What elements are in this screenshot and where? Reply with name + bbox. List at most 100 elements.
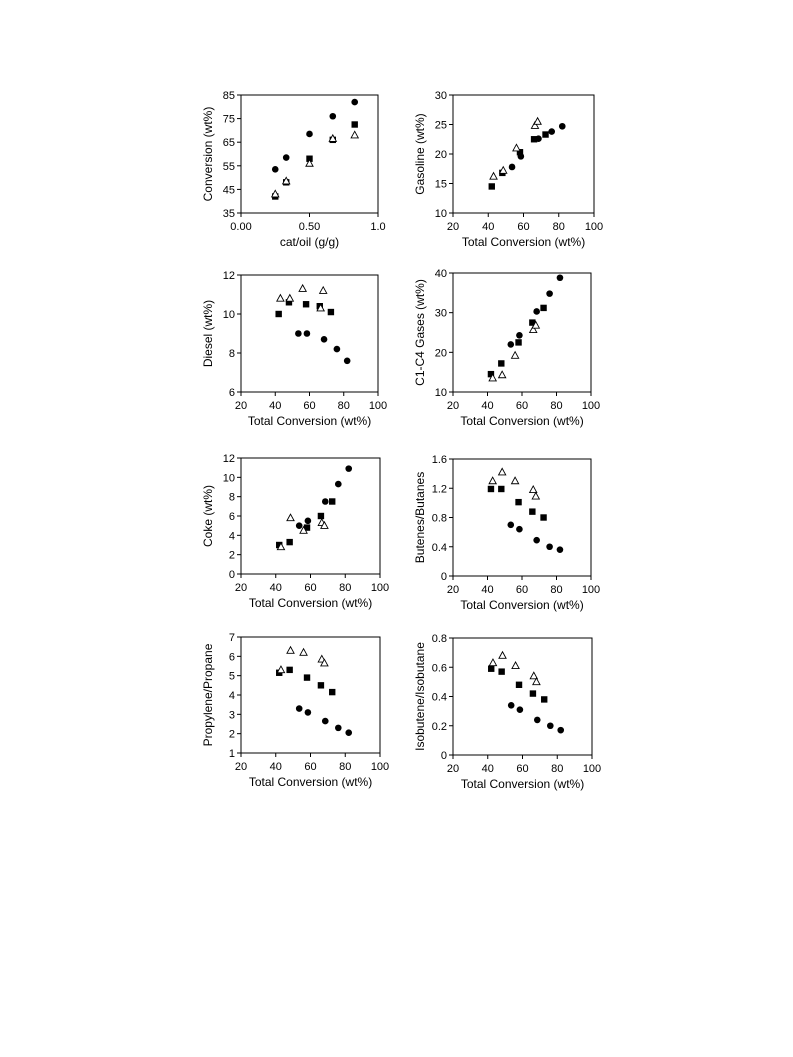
point-circle [516, 331, 523, 339]
y-tick-label: 10 [223, 472, 235, 484]
point-circle [333, 345, 341, 353]
y-tick-label: 1.6 [432, 454, 447, 466]
x-tick-label: 60 [304, 582, 316, 594]
point-square [540, 304, 547, 312]
x-tick-label: 20 [235, 582, 247, 594]
point-circle [351, 98, 359, 106]
point-square [516, 149, 524, 156]
point-circle [306, 130, 313, 138]
x-tick-label: 100 [371, 582, 389, 594]
panel-diesel: 6 8 10 12 20 40 60 80 100 Total Conversion (wt%) D… [201, 270, 387, 428]
point-triangle [299, 525, 308, 534]
y-tick-label: 6 [229, 651, 235, 663]
x-tick-label: 80 [553, 221, 565, 233]
point-triangle [299, 647, 308, 656]
point-triangle [286, 645, 295, 654]
y-axis-label: Diesel (wt%) [201, 300, 215, 367]
point-triangle [285, 293, 295, 302]
point-circle [508, 163, 516, 171]
point-triangle [533, 116, 542, 125]
point-square [286, 538, 293, 546]
point-square [498, 668, 505, 675]
point-square [285, 299, 293, 306]
point-square [515, 339, 522, 346]
x-tick-label: 60 [516, 763, 528, 775]
plot-frame [240, 636, 381, 754]
point-triangle [270, 189, 280, 198]
point-triangle [498, 165, 508, 174]
point-circle [345, 729, 353, 736]
panel-butenes-butanes: 0 0.4 0.8 1.2 1.6 20 40 60 80 100 Total Conversion… [413, 454, 600, 612]
point-circle [321, 498, 329, 505]
point-triangle [510, 350, 520, 359]
x-tick-label: 80 [339, 761, 351, 773]
point-circle [295, 705, 303, 712]
point-circle [321, 717, 329, 725]
point-circle [556, 546, 564, 553]
x-axis-label: Total Conversion (wt%) [461, 777, 584, 791]
x-tick-label: 1.0 [370, 221, 385, 233]
point-square [515, 681, 523, 688]
y-axis-label: Coke (wt%) [201, 485, 215, 547]
x-tick-label: 20 [235, 400, 247, 412]
point-triangle [488, 476, 498, 485]
point-square [302, 301, 310, 308]
point-square [317, 512, 325, 520]
x-tick-label: 20 [235, 761, 247, 773]
plot-frame [452, 637, 593, 756]
y-tick-label: 20 [435, 149, 447, 161]
point-triangle [320, 520, 329, 529]
point-circle [507, 701, 515, 709]
x-tick-label: 40 [481, 400, 493, 412]
x-axis-label: Total Conversion (wt%) [460, 414, 583, 428]
x-axis-label: Total Conversion (wt%) [460, 598, 583, 612]
point-triangle [276, 542, 286, 551]
panel-coke: 0 2 4 6 8 10 12 20 40 60 80 100 Total Conversion (wt… [201, 453, 389, 610]
point-square [303, 524, 311, 531]
x-tick-label: 60 [516, 584, 528, 596]
x-tick-label: 100 [582, 400, 600, 412]
x-tick-label: 20 [447, 584, 459, 596]
y-tick-label: 4 [229, 690, 235, 702]
point-circle [507, 521, 515, 529]
y-tick-label: 40 [435, 268, 447, 280]
x-tick-label: 60 [517, 221, 529, 233]
y-tick-label: 0.8 [432, 633, 447, 645]
point-square [498, 485, 505, 493]
y-tick-label: 0 [441, 750, 447, 762]
point-triangle [350, 130, 360, 139]
x-tick-label: 0.00 [230, 221, 251, 233]
x-tick-label: 100 [583, 763, 601, 775]
x-tick-label: 40 [481, 584, 493, 596]
y-axis-label: C1-C4 Gases (wt%) [413, 279, 427, 386]
point-triangle [320, 658, 329, 667]
point-triangle [530, 120, 540, 129]
point-square [303, 674, 311, 681]
y-tick-label: 12 [223, 453, 235, 465]
point-triangle [497, 370, 507, 379]
x-axis-label: Total Conversion (wt%) [249, 775, 372, 789]
x-tick-label: 0.50 [299, 221, 320, 233]
x-axis-label: cat/oil (g/g) [280, 235, 339, 249]
point-triangle [276, 293, 285, 302]
x-tick-label: 20 [447, 221, 459, 233]
x-tick-label: 80 [550, 584, 562, 596]
point-circle [556, 274, 564, 282]
point-circle [329, 112, 337, 120]
plot-frame [240, 94, 379, 214]
panel-isobutene-isobutane: 0 0.2 0.4 0.6 0.8 20 40 60 80 100 Total Conversion… [413, 633, 601, 791]
point-circle [304, 517, 312, 525]
point-circle [547, 722, 554, 730]
y-tick-label: 1 [229, 748, 235, 760]
y-axis-label: Gasoline (wt%) [413, 113, 427, 194]
point-square [286, 666, 293, 674]
point-triangle [276, 665, 286, 674]
point-square [488, 665, 495, 672]
y-tick-label: 75 [223, 114, 235, 126]
plot-frame [452, 458, 592, 577]
point-square [498, 360, 505, 367]
y-tick-label: 0.6 [432, 662, 447, 674]
y-tick-label: 0.4 [432, 542, 447, 554]
